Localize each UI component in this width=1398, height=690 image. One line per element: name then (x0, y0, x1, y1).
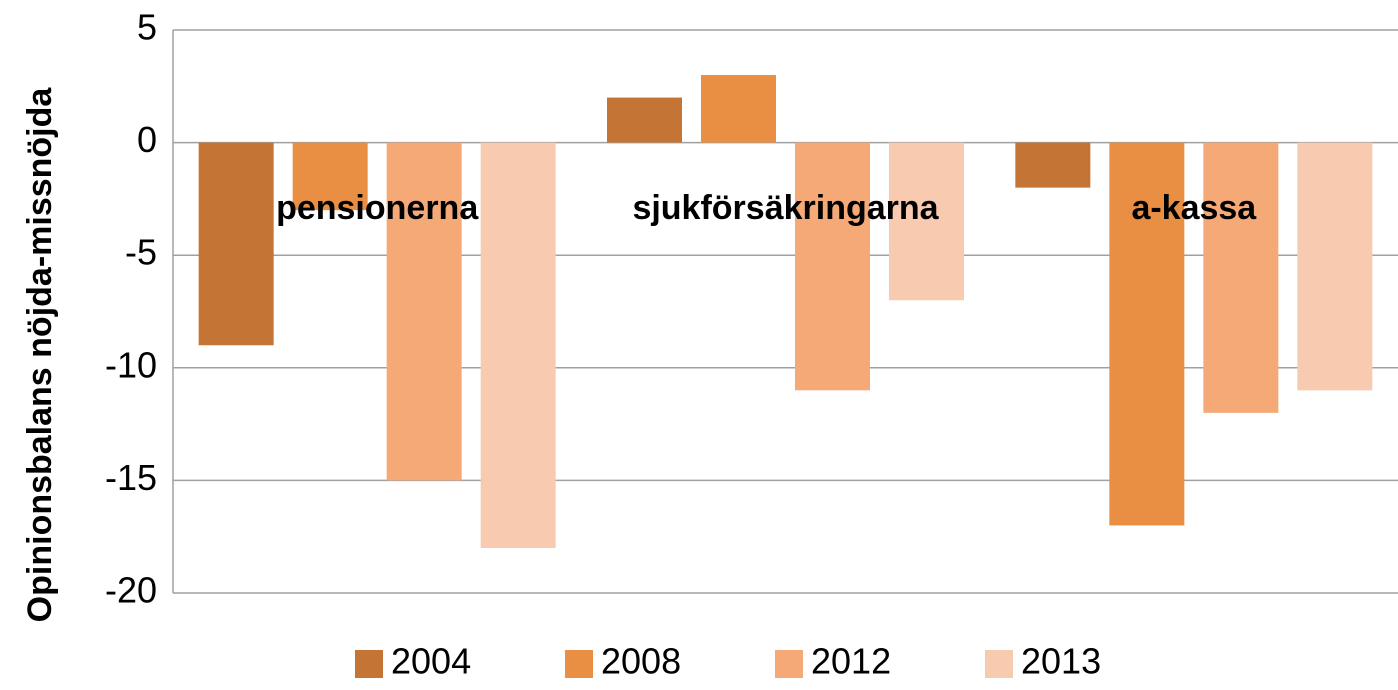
legend-swatch (355, 650, 383, 678)
category-label: pensionerna (276, 189, 479, 227)
category-label: a-kassa (1131, 189, 1257, 227)
bar (1109, 142, 1185, 526)
bar (386, 142, 462, 481)
bar (795, 142, 870, 391)
bar (198, 142, 274, 346)
bar (1203, 142, 1279, 413)
y-tick-label: -20 (105, 570, 157, 611)
bar (607, 97, 682, 143)
legend-swatch (775, 650, 803, 678)
y-tick-label: -15 (105, 457, 157, 498)
legend-label: 2004 (391, 641, 471, 682)
legend-label: 2013 (1021, 641, 1101, 682)
legend-label: 2008 (601, 641, 681, 682)
bar (480, 142, 556, 548)
y-tick-label: -10 (105, 344, 157, 385)
bar (292, 142, 368, 211)
category-label: sjukförsäkringarna (632, 189, 939, 227)
legend-swatch (985, 650, 1013, 678)
bar (701, 75, 776, 143)
bar (889, 142, 964, 301)
y-tick-label: 5 (137, 7, 157, 48)
y-axis-label: Opinionsbalans nöjda-missnöjda (21, 87, 59, 623)
y-tick-label: -5 (125, 232, 157, 273)
bar (1015, 142, 1091, 188)
y-tick-label: 0 (137, 119, 157, 160)
legend-label: 2012 (811, 641, 891, 682)
bar (1297, 142, 1373, 391)
legend-swatch (565, 650, 593, 678)
